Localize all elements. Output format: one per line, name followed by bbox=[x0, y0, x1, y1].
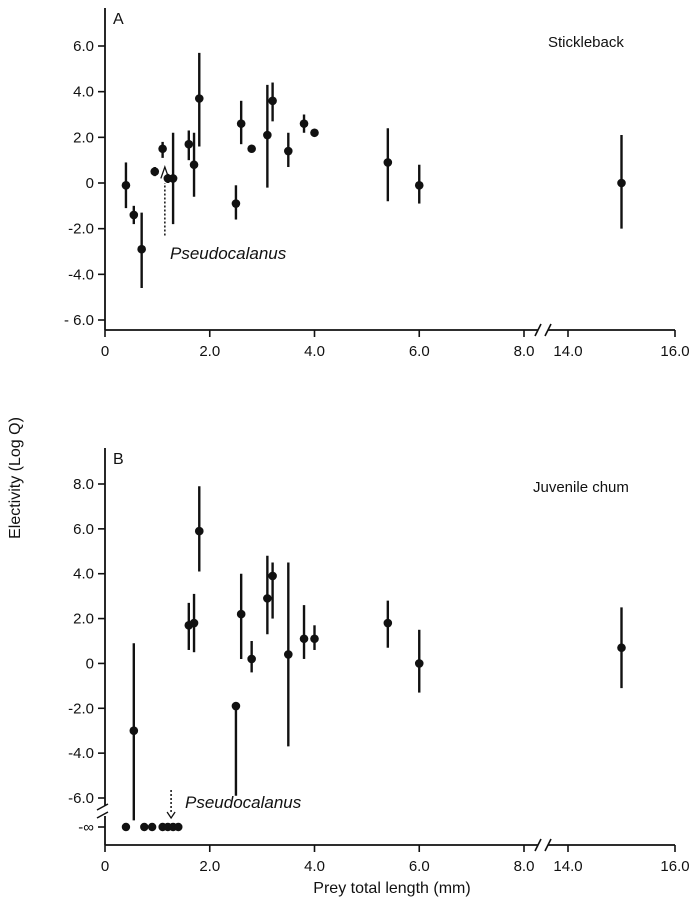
data-point bbox=[194, 526, 204, 536]
data-point bbox=[414, 180, 424, 190]
x-tick-label: 8.0 bbox=[514, 858, 535, 875]
data-point bbox=[189, 618, 199, 628]
annotation-pseudocalanus: Pseudocalanus bbox=[185, 793, 302, 812]
x-tick-label: 4.0 bbox=[304, 858, 325, 875]
x-tick-label: 0 bbox=[101, 858, 109, 875]
y-axis-break-gap bbox=[102, 806, 108, 816]
annotation-arrow-head bbox=[160, 165, 170, 179]
x-tick-label: 2.0 bbox=[199, 858, 220, 875]
panel-letter: A bbox=[113, 11, 124, 28]
data-point-neg-inf bbox=[121, 822, 131, 832]
x-tick-label: 8.0 bbox=[514, 343, 535, 360]
y-tick-label: 0 bbox=[86, 175, 94, 192]
data-point bbox=[268, 571, 277, 581]
data-point bbox=[137, 244, 146, 254]
data-point bbox=[284, 650, 293, 659]
data-point bbox=[383, 158, 393, 167]
x-axis-break-mark bbox=[534, 838, 552, 852]
y-tick-label: -6.0 bbox=[68, 790, 94, 807]
y-tick-label: 6.0 bbox=[73, 521, 94, 538]
y-tick-label: 2.0 bbox=[73, 129, 94, 146]
panel-letter: B bbox=[113, 451, 124, 468]
x-axis-break-mark bbox=[534, 323, 552, 337]
y-tick-label: -4.0 bbox=[68, 266, 94, 283]
y-tick-label: 0 bbox=[86, 655, 94, 672]
data-point bbox=[236, 119, 246, 128]
annotation-arrow-head bbox=[166, 811, 176, 820]
x-tick-label: 14.0 bbox=[553, 858, 582, 875]
x-tick-label: 16.0 bbox=[660, 858, 689, 875]
data-point bbox=[299, 634, 309, 644]
data-point-neg-inf bbox=[140, 822, 149, 832]
data-point bbox=[129, 726, 139, 736]
data-point bbox=[617, 643, 626, 653]
x-tick-label: 6.0 bbox=[409, 858, 430, 875]
y-tick-label: 8.0 bbox=[73, 476, 94, 493]
y-tick-label-neg-inf: -∞ bbox=[78, 819, 94, 836]
x-tick-label: 6.0 bbox=[409, 343, 430, 360]
y-axis-break-mark bbox=[96, 803, 109, 819]
x-tick-label: 4.0 bbox=[304, 343, 325, 360]
y-axis-title: Electivity (Log Q) bbox=[7, 417, 24, 539]
data-point bbox=[150, 167, 160, 176]
y-tick-label: - 6.0 bbox=[64, 312, 94, 329]
y-tick-label: 6.0 bbox=[73, 38, 94, 55]
data-point bbox=[284, 146, 293, 156]
y-tick-label: 2.0 bbox=[73, 611, 94, 628]
panel-b-juvenile-chum: 0 2.0 4.0 6.0 8.0 14.0 16.0 8.0 6.0 4.0 2.0 0 -2.0 -4… bbox=[68, 448, 690, 875]
data-point-neg-inf bbox=[147, 822, 157, 832]
x-axis-title: Prey total length (mm) bbox=[313, 880, 470, 897]
data-point bbox=[617, 178, 626, 188]
data-point bbox=[168, 174, 178, 183]
data-point bbox=[310, 128, 319, 138]
y-tick-label: -2.0 bbox=[68, 700, 94, 717]
data-point bbox=[231, 701, 241, 711]
data-point bbox=[236, 609, 246, 619]
y-tick-label: 4.0 bbox=[73, 84, 94, 101]
y-tick-label: 4.0 bbox=[73, 566, 94, 583]
data-point bbox=[231, 199, 241, 208]
data-point bbox=[299, 119, 309, 128]
data-point bbox=[194, 94, 204, 103]
data-point bbox=[414, 659, 424, 668]
x-tick-label: 16.0 bbox=[660, 343, 689, 360]
data-point bbox=[184, 139, 194, 149]
data-point bbox=[247, 144, 256, 154]
data-point bbox=[158, 144, 167, 154]
data-point bbox=[263, 130, 272, 140]
data-point bbox=[247, 654, 256, 664]
y-tick-label: -2.0 bbox=[68, 221, 94, 238]
data-point bbox=[268, 96, 277, 106]
data-point bbox=[189, 160, 199, 170]
x-tick-label: 14.0 bbox=[553, 343, 582, 360]
panel-a-stickleback: 0 2.0 4.0 6.0 8.0 14.0 16.0 6.0 4.0 2.0 0 -2.0 -4.0 -… bbox=[64, 8, 690, 360]
annotation-pseudocalanus: Pseudocalanus bbox=[170, 244, 287, 263]
y-tick-label: -4.0 bbox=[68, 745, 94, 762]
series-label: Stickleback bbox=[548, 34, 624, 51]
x-tick-label: 0 bbox=[101, 343, 109, 360]
data-point bbox=[310, 634, 319, 644]
series-label: Juvenile chum bbox=[533, 479, 629, 496]
data-point bbox=[263, 594, 272, 603]
x-tick-label: 2.0 bbox=[199, 343, 220, 360]
data-point bbox=[121, 180, 131, 190]
data-point bbox=[383, 618, 393, 628]
data-point-neg-inf bbox=[174, 822, 183, 832]
data-point bbox=[129, 210, 139, 220]
